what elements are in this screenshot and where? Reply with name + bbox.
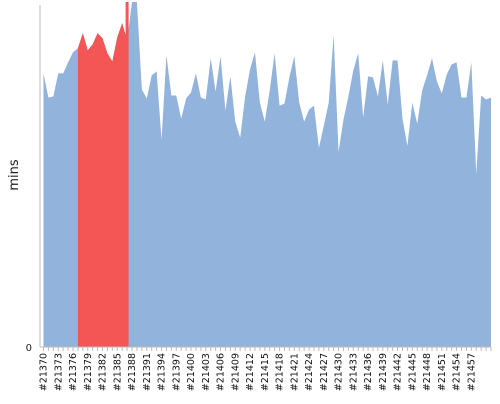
x-tick-label: #21370 xyxy=(39,353,50,391)
x-tick-label: #21433 xyxy=(348,353,359,391)
x-tick-label: #21373 xyxy=(53,353,64,391)
x-tick-label: #21391 xyxy=(142,353,153,391)
highlighted-area xyxy=(77,23,128,348)
x-tick-label: #21394 xyxy=(157,353,168,391)
x-tick-label: #21430 xyxy=(334,353,345,391)
x-tick-label: #21421 xyxy=(289,353,300,391)
x-tick-label: #21379 xyxy=(83,353,94,391)
x-tick-label: #21409 xyxy=(230,353,241,391)
area-series xyxy=(43,1,491,347)
x-tick-label: #21376 xyxy=(68,353,79,391)
y-tick-label: 0 xyxy=(26,343,32,354)
x-tick-label: #21382 xyxy=(98,353,109,391)
x-tick-label: #21445 xyxy=(407,353,418,391)
x-tick-label: #21451 xyxy=(437,353,448,391)
x-tick-label: #21412 xyxy=(245,353,256,391)
x-tick-label: #21418 xyxy=(275,353,286,391)
x-tick-label: #21439 xyxy=(378,353,389,391)
x-tick-label: #21385 xyxy=(112,353,123,391)
plot-area xyxy=(43,1,491,348)
x-tick-label: #21448 xyxy=(422,353,433,391)
y-axis-label: mins xyxy=(7,159,22,191)
x-ticks: #21370 #21373 #21376 #21379 #21382 #21385 #213… xyxy=(39,347,492,391)
x-tick-label: #21457 xyxy=(466,353,477,391)
x-tick-label: #21406 xyxy=(216,353,227,391)
x-tick-label: #21436 xyxy=(363,353,374,391)
x-tick-label: #21454 xyxy=(452,353,463,391)
x-tick-label: #21403 xyxy=(201,353,212,391)
axes: mins 0 xyxy=(7,5,491,354)
x-tick-label: #21388 xyxy=(127,353,138,391)
x-tick-label: #21427 xyxy=(319,353,330,391)
x-tick-label: #21415 xyxy=(260,353,271,391)
x-tick-label: #21400 xyxy=(186,353,197,391)
x-tick-label: #21397 xyxy=(171,353,182,391)
x-tick-label: #21424 xyxy=(304,353,315,391)
x-tick-label: #21442 xyxy=(393,353,404,391)
